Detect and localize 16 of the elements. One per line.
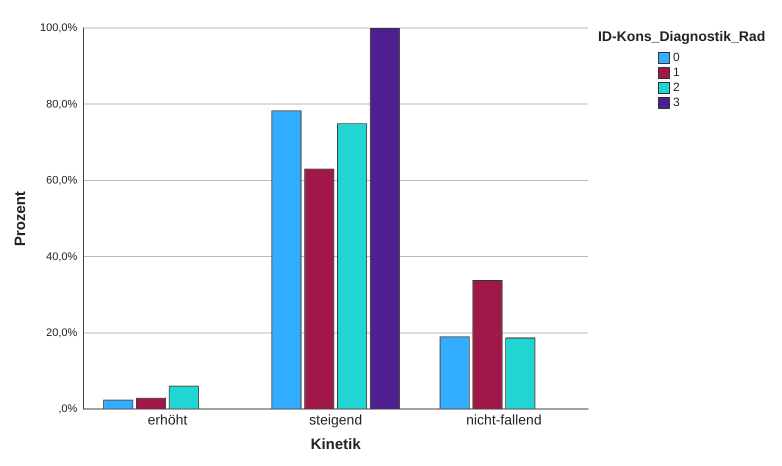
y-axis-title: Prozent (12, 191, 30, 246)
x-axis-title: Kinetik (310, 436, 362, 454)
y-tick-label: 20,0% (46, 326, 78, 339)
x-tick-label: nicht-fallend (466, 411, 542, 428)
y-tick-label: 40,0% (46, 250, 78, 263)
legend-label: 0 (673, 50, 680, 65)
legend-label: 1 (673, 65, 680, 80)
y-tick-label: 80,0% (46, 98, 78, 110)
y-tick-label: 60,0% (46, 174, 78, 187)
y-tick-label: ,0% (58, 403, 78, 416)
x-tick-label: steigend (309, 411, 362, 428)
legend-label: 3 (673, 95, 680, 110)
legend-label: 2 (673, 80, 680, 95)
x-tick-label: erhöht (148, 411, 188, 428)
legend-title: ID-Kons_Diagnostik_Rad (598, 28, 766, 44)
y-tick-label: 100,0% (40, 22, 78, 34)
